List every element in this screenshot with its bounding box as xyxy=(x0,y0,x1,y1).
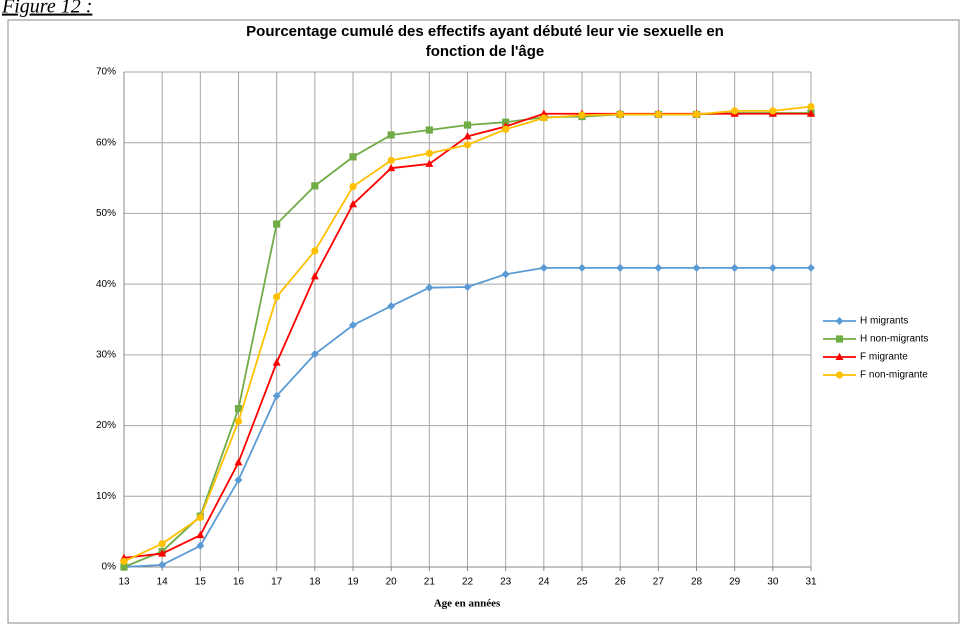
x-tick-label: 14 xyxy=(157,577,169,588)
point xyxy=(196,541,205,550)
point xyxy=(272,391,281,400)
x-tick-label: 27 xyxy=(653,577,665,588)
point xyxy=(158,560,167,569)
point xyxy=(654,263,663,272)
y-tick-label: 60% xyxy=(96,137,116,148)
point xyxy=(835,335,844,343)
x-tick-label: 19 xyxy=(347,577,359,588)
chart-title: fonction de l'âge xyxy=(426,43,545,60)
point xyxy=(234,476,243,485)
point xyxy=(654,110,662,119)
point xyxy=(578,263,586,272)
point xyxy=(835,317,844,325)
point xyxy=(539,109,548,117)
point xyxy=(540,114,548,122)
point xyxy=(349,321,357,330)
y-tick-label: 70% xyxy=(96,67,116,78)
point xyxy=(807,103,815,111)
point xyxy=(463,141,472,149)
point xyxy=(807,109,815,117)
point xyxy=(835,352,844,360)
point xyxy=(463,121,472,129)
point xyxy=(539,263,548,272)
legend-label: H migrants xyxy=(860,316,908,327)
point xyxy=(234,417,243,425)
point xyxy=(234,458,243,466)
point xyxy=(272,358,281,366)
point xyxy=(578,111,586,119)
point xyxy=(310,272,319,280)
point xyxy=(425,126,433,134)
x-tick-label: 28 xyxy=(691,577,703,588)
point xyxy=(349,182,357,191)
point xyxy=(311,247,319,255)
point xyxy=(502,118,510,126)
x-tick-label: 21 xyxy=(424,577,436,588)
x-tick-label: 17 xyxy=(271,577,283,588)
point xyxy=(463,132,472,140)
legend-label: F migrante xyxy=(860,352,908,363)
point xyxy=(835,371,844,379)
x-tick-label: 23 xyxy=(500,577,512,588)
point xyxy=(310,350,319,359)
legend-label: H non-migrants xyxy=(860,334,928,345)
point xyxy=(502,125,510,133)
point xyxy=(731,107,739,115)
point xyxy=(273,220,281,228)
x-tick-label: 22 xyxy=(462,577,474,588)
point xyxy=(730,263,739,272)
y-tick-label: 40% xyxy=(96,279,116,290)
y-tick-label: 50% xyxy=(96,208,116,219)
point xyxy=(349,200,357,208)
point xyxy=(463,282,472,291)
point xyxy=(120,563,128,571)
point xyxy=(120,557,128,565)
x-tick-label: 18 xyxy=(309,577,321,588)
x-tick-label: 15 xyxy=(195,577,207,588)
point xyxy=(349,153,357,161)
point xyxy=(425,159,434,167)
point xyxy=(425,283,434,292)
point xyxy=(616,263,625,272)
y-tick-label: 30% xyxy=(96,349,116,360)
x-axis-label: Age en années xyxy=(434,598,501,610)
point xyxy=(692,263,701,272)
point xyxy=(616,110,624,119)
x-tick-label: 16 xyxy=(233,577,245,588)
y-tick-label: 10% xyxy=(96,491,116,502)
x-tick-label: 25 xyxy=(576,577,588,588)
figure-label: Figure 12 : xyxy=(1,0,92,18)
point xyxy=(158,540,166,548)
point xyxy=(387,163,396,172)
y-tick-label: 0% xyxy=(102,562,117,573)
point xyxy=(387,302,396,311)
x-tick-label: 20 xyxy=(386,577,398,588)
point xyxy=(196,530,205,539)
x-tick-label: 26 xyxy=(615,577,627,588)
point xyxy=(769,107,777,115)
point xyxy=(425,149,433,157)
legend-label: F non-migrante xyxy=(860,370,928,381)
point xyxy=(196,513,204,522)
point xyxy=(158,549,167,557)
x-tick-label: 29 xyxy=(729,577,741,588)
point xyxy=(768,263,777,272)
point xyxy=(807,263,815,272)
point xyxy=(387,156,395,164)
x-tick-label: 13 xyxy=(118,577,130,588)
y-tick-label: 20% xyxy=(96,420,116,431)
point xyxy=(692,110,701,119)
point xyxy=(501,270,510,279)
x-tick-label: 31 xyxy=(805,577,817,588)
point xyxy=(311,182,319,190)
x-tick-label: 30 xyxy=(767,577,779,588)
point xyxy=(387,131,395,139)
chart-frame xyxy=(7,19,960,624)
point xyxy=(234,405,243,413)
x-tick-label: 24 xyxy=(538,577,550,588)
chart-title: Pourcentage cumulé des effectifs ayant d… xyxy=(246,23,724,40)
point xyxy=(273,293,281,301)
